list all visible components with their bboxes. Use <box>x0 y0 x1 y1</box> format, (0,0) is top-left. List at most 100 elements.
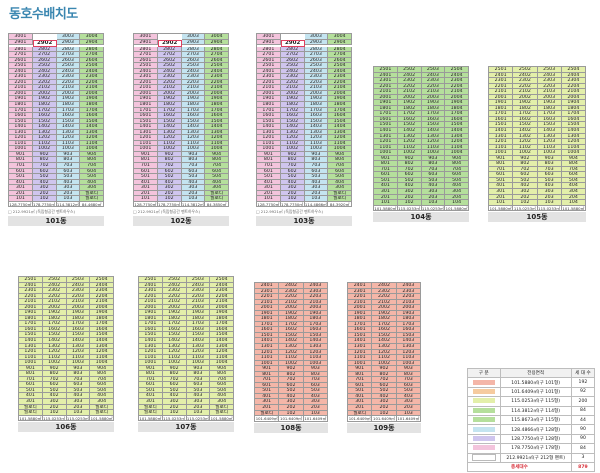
building-102: 3001 3003 3004 2901 2902 2903 2904 2801 2802 2803… <box>133 33 229 227</box>
unit-cell: 501 <box>139 387 163 394</box>
penthouse-unit: 2902 <box>280 39 305 47</box>
unit-cell: 2402 <box>157 68 182 75</box>
unit-cell: 1801 <box>19 315 43 322</box>
unit-cell: 301 <box>348 399 373 406</box>
unit-cell: 703 <box>396 377 421 383</box>
unit-cell: 2201 <box>19 293 43 300</box>
unit-cell: 2401 <box>139 282 163 289</box>
unit-cell: 602 <box>513 172 538 178</box>
unit-cell: 2202 <box>397 83 422 90</box>
unit-cell: 2103 <box>396 299 421 306</box>
unit-cell: 1804 <box>210 315 234 322</box>
unit-cell: 203 <box>303 405 328 411</box>
legend-row: 101.6409㎡(구 101형) 92 <box>467 386 596 398</box>
unit-cell: 1801 <box>255 316 280 322</box>
unit-cell: 703 <box>181 163 206 169</box>
unit-cell: 2903 <box>304 39 329 46</box>
building-note: □ 212.9921㎡ (독립형공간 펜트하우스) <box>8 209 76 215</box>
unit-cell: 603 <box>304 168 329 175</box>
unit-cell: 202 <box>397 194 422 201</box>
unit-cell: 1501 <box>9 118 33 125</box>
unit-cell: 1703 <box>186 321 211 327</box>
legend-swatch <box>472 426 495 432</box>
unit-cell: 1201 <box>489 139 514 145</box>
unit-cell: 103 <box>66 410 91 416</box>
unit-cell: 3003 <box>304 34 329 40</box>
unit-cell: 902 <box>157 151 182 158</box>
unit-cell: 2304 <box>328 74 352 80</box>
unit-cell: 903 <box>396 366 421 372</box>
unit-cell: 1304 <box>445 133 469 140</box>
unit-cell: 2701 <box>9 52 33 58</box>
unit-cell: 304 <box>90 399 114 405</box>
unit-cell: 201 <box>348 405 373 411</box>
unit-cell: 1201 <box>19 349 43 355</box>
unit-cell: 1004 <box>90 360 114 366</box>
legend-swatch <box>472 398 495 404</box>
unit-cell: 2604 <box>80 57 104 64</box>
unit-grid: 2501 2502 2503 2504 2401 2402 2403 2404 2301 2302… <box>373 66 469 212</box>
unit-cell: 402 <box>397 183 422 190</box>
unit-cell: 503 <box>303 388 328 394</box>
unit-cell: 2503 <box>537 67 562 73</box>
unit-cell: 604 <box>90 382 114 388</box>
unit-cell: 1401 <box>374 128 398 134</box>
unit-cell: 2702 <box>280 52 305 58</box>
unit-cell: 1803 <box>181 102 206 108</box>
unit-cell: 2401 <box>257 68 281 75</box>
unit-cell: 1103 <box>66 354 91 361</box>
unit-cell: 2302 <box>279 288 304 295</box>
unit-cell: 2503 <box>304 63 329 69</box>
legend-area: 178.7750㎡(구 178형) <box>499 443 572 454</box>
unit-cell: 2403 <box>66 282 91 289</box>
unit-cell: 703 <box>66 376 91 383</box>
unit-cell: 701 <box>139 376 163 383</box>
unit-cell: 201 <box>9 190 33 197</box>
unit-cell: 1603 <box>303 327 328 333</box>
unit-cell: 502 <box>32 174 57 180</box>
unit-cell: 102 <box>280 196 305 202</box>
unit-cell: 1101 <box>348 355 373 361</box>
building-name-label: 105동 <box>488 212 586 223</box>
unit-cell: 2102 <box>157 85 182 91</box>
unit-cell: 1103 <box>396 355 421 361</box>
unit-cell: 2104 <box>90 299 114 305</box>
unit-cell: 1603 <box>421 116 446 123</box>
unit-cell: 601 <box>255 382 280 389</box>
unit-cell: 2403 <box>304 68 329 75</box>
legend-count: 84 <box>570 405 596 416</box>
unit-cell: 102 <box>397 200 422 206</box>
unit-cell: 202 <box>162 404 187 411</box>
unit-cell: 601 <box>9 168 33 175</box>
unit-cell: 2002 <box>32 90 57 97</box>
unit-cell: 801 <box>139 371 163 377</box>
unit-area-label: 115.0253㎡ <box>162 415 187 422</box>
legend-table: 구 분 전용면적 세 대 수 101.5880㎡(구 101형) 192 101.6… <box>467 367 596 473</box>
unit-cell: 503 <box>396 388 421 394</box>
unit-cell: 102 <box>372 410 397 417</box>
unit-cell: 1203 <box>181 135 206 141</box>
unit-cell: 2401 <box>489 72 514 79</box>
unit-cell: 1302 <box>279 344 304 350</box>
unit-cell: 2002 <box>162 304 187 311</box>
penthouse-unit: 2902 <box>32 39 57 47</box>
unit-cell: 1401 <box>255 338 280 345</box>
unit-cell: 2403 <box>56 68 81 75</box>
unit-area-label: 101.5880㎡ <box>489 205 514 212</box>
unit-cell: 1903 <box>396 310 421 317</box>
unit-cell: 1402 <box>32 124 57 130</box>
unit-cell: 2302 <box>42 288 67 294</box>
unit-cell: 502 <box>372 388 397 394</box>
unit-cell: 1004 <box>328 146 352 152</box>
unit-cell: 2501 <box>257 63 281 69</box>
legend-row: 128.7750㎡(구 128형) 90 <box>467 433 596 445</box>
unit-cell: 604 <box>561 172 586 178</box>
unit-cell: 301 <box>139 399 163 405</box>
unit-cell: 703 <box>56 163 81 169</box>
unit-cell: 502 <box>280 174 305 180</box>
unit-cell: 1703 <box>304 107 329 114</box>
unit-cell: 2301 <box>255 288 280 295</box>
unit-cell: 1802 <box>372 316 397 322</box>
unit-cell: 904 <box>90 365 114 372</box>
unit-cell: 1004 <box>205 146 229 152</box>
